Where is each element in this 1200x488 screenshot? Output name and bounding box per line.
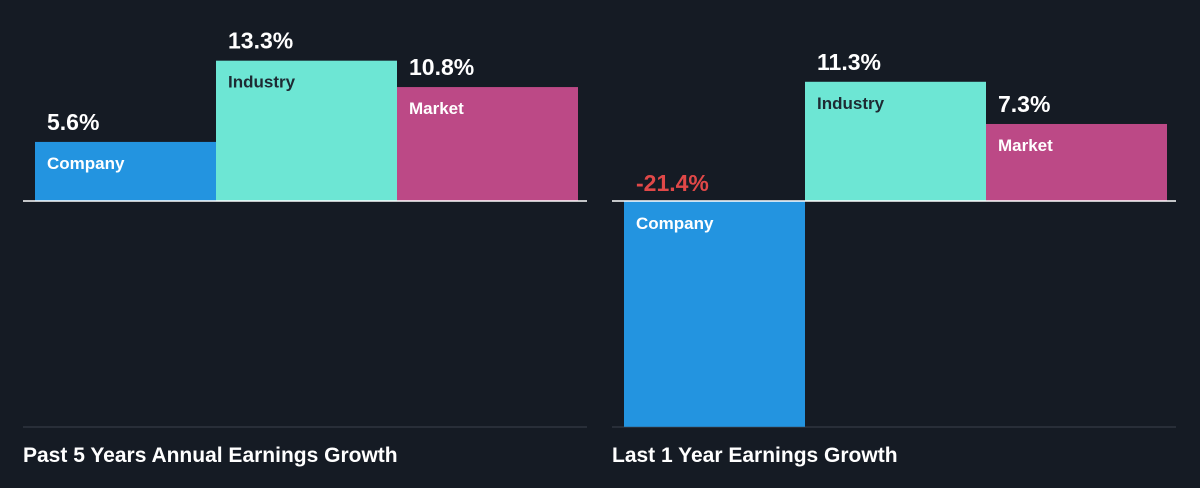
category-label-market: Market [998,136,1053,155]
bar-industry [805,81,986,201]
chart-title-last-1-year: Last 1 Year Earnings Growth [612,444,898,467]
value-label-industry: 11.3% [817,49,881,75]
value-label-market: 10.8% [409,54,474,80]
value-label-industry: 13.3% [228,28,293,54]
category-label-company: Company [636,214,714,233]
bar-market [986,123,1167,201]
category-label-market: Market [409,99,464,118]
bar-company [35,141,216,201]
category-label-company: Company [47,154,125,173]
bar-industry [216,60,397,202]
chart-title-past-5-years: Past 5 Years Annual Earnings Growth [23,444,398,467]
bar-market [397,87,578,201]
value-label-company: -21.4% [636,170,709,196]
category-label-industry: Industry [817,94,885,113]
value-label-company: 5.6% [47,109,99,135]
value-label-market: 7.3% [998,91,1050,117]
category-label-industry: Industry [228,73,296,92]
bar-company [624,201,805,427]
